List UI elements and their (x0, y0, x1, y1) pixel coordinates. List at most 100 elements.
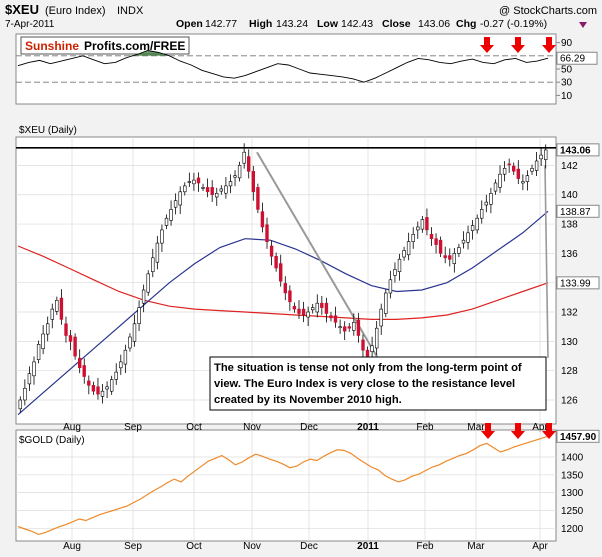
candle-body (356, 319, 361, 336)
gold-tick-label: 1350 (561, 470, 584, 481)
candle-body (164, 217, 169, 226)
candle-body (393, 269, 397, 276)
branding-site: Profits.com/FREE (84, 39, 185, 53)
candle-body (310, 307, 315, 311)
ma-short-line (17, 210, 549, 416)
candle-body (137, 307, 141, 325)
rsi-tick-label: 90 (561, 38, 573, 49)
branding-banner: Sunshine Profits.com/FREE (20, 36, 190, 55)
gold-tick-label: 1300 (561, 488, 584, 499)
candle-body (36, 343, 41, 360)
candle-body (100, 390, 105, 397)
gold-last-box (556, 429, 600, 443)
gold-month-label: 2011 (357, 541, 379, 552)
price-tick-label: 138 (561, 220, 578, 231)
candle-body (183, 185, 187, 193)
candle-body (329, 315, 333, 319)
last-close-label: 143.06 (560, 145, 591, 156)
candle-body (247, 156, 251, 172)
symbol-label: $XEU (5, 2, 39, 17)
branding-box (20, 36, 190, 55)
ma-long-label: 133.99 (560, 278, 591, 289)
candle-body (128, 336, 132, 349)
candle-body (457, 247, 461, 254)
gold-month-label: Sep (124, 541, 142, 552)
candle-body (507, 163, 511, 166)
candle-body (429, 234, 434, 240)
candle-body (210, 187, 214, 195)
rsi-arrow-down-icon (542, 37, 556, 53)
quote-bar: Open 142.77 High 143.24 Low 142.43 Close… (176, 18, 587, 30)
candle-body (41, 333, 45, 349)
candle-body (64, 323, 68, 336)
candle-body (269, 245, 274, 257)
price-tick-label: 130 (561, 337, 578, 348)
candle-body (384, 292, 388, 314)
candle-body (301, 308, 306, 316)
candle-body (205, 187, 210, 193)
gold-month-label: Dec (300, 541, 318, 552)
candle-body (132, 323, 137, 342)
candle-body (406, 241, 411, 256)
annotation-line-3: created by its November 2010 high. (214, 394, 402, 406)
candle-body (370, 345, 374, 352)
candle-body (543, 149, 548, 160)
price-chart: 142140138136134132130128126AugSepOctNovD… (16, 137, 600, 433)
candle-body (416, 226, 420, 231)
candle-body (265, 224, 269, 243)
pointer-line (544, 165, 549, 359)
annotation-frame (209, 356, 547, 411)
candle-body (228, 181, 233, 187)
candle-body (374, 327, 379, 349)
candle-body (283, 283, 287, 294)
candle-body (365, 349, 370, 357)
ma-long-label-box (556, 276, 600, 290)
close-label: Close (382, 18, 411, 30)
high-value: 143.24 (276, 18, 308, 30)
candle-body (178, 191, 182, 206)
candle-body (260, 211, 265, 228)
candle-body (438, 239, 443, 254)
gold-arrow-down-icon (542, 423, 556, 439)
candle-body (68, 335, 73, 342)
candle-body (306, 311, 310, 318)
price-tick-label: 128 (561, 366, 578, 377)
open-value: 142.77 (205, 18, 237, 30)
ma-short-label: 138.87 (560, 207, 591, 218)
candle-body (342, 326, 347, 332)
rsi-last-label: 66.29 (560, 54, 585, 65)
rsi-tick-label: 30 (561, 78, 573, 89)
candle-body (45, 323, 50, 335)
price-month-label: Nov (243, 422, 261, 433)
candle-body (443, 255, 447, 259)
candle-body (288, 290, 292, 303)
candle-body (402, 250, 406, 258)
price-month-label: Dec (300, 422, 318, 433)
price-month-label: Apr (532, 422, 548, 433)
ma-short-label-box (556, 204, 600, 218)
rsi-last-box (556, 51, 598, 65)
candle-body (141, 289, 146, 304)
rsi-overbought-fill (18, 50, 548, 56)
candle-body (278, 263, 283, 282)
index-name: (Euro Index) (45, 5, 106, 17)
price-month-label: Oct (186, 422, 202, 433)
annotation-line-2: view. The Euro Index is very close to th… (214, 378, 515, 390)
price-month-label: Sep (124, 422, 142, 433)
candle-body (274, 255, 278, 269)
candle-body (50, 308, 55, 320)
copyright-label: @ StockCharts.com (499, 5, 597, 17)
candle-body (192, 179, 196, 185)
candle-body (251, 171, 255, 193)
candle-body (73, 336, 77, 357)
high-label: High (249, 18, 272, 30)
candle-body (379, 308, 383, 327)
price-panel-title: $XEU (Daily) (19, 125, 77, 136)
low-value: 142.43 (341, 18, 373, 30)
candle-body (452, 253, 456, 264)
candle-body (292, 305, 297, 310)
price-month-label: Mar (467, 422, 485, 433)
candle-body (23, 387, 27, 401)
price-tick-label: 142 (561, 161, 578, 172)
